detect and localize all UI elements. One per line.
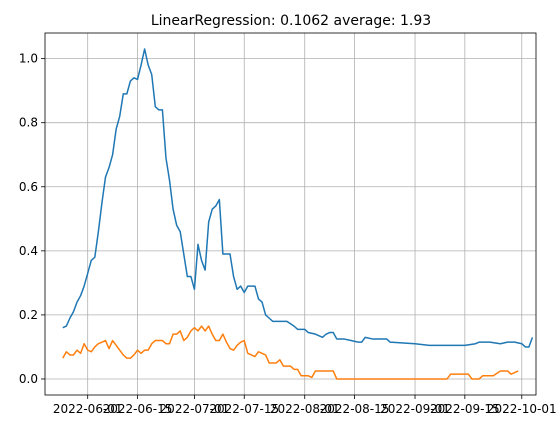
tick-layer: 2022-06-012022-06-152022-07-012022-07-15… [19, 52, 557, 416]
x-tick-label: 2022-06-01 [53, 402, 123, 416]
y-tick-label: 0.4 [19, 244, 38, 258]
chart-title: LinearRegression: 0.1062 average: 1.93 [151, 13, 431, 29]
y-tick-label: 0.6 [19, 180, 38, 194]
y-tick-label: 1.0 [19, 52, 38, 66]
y-tick-label: 0.8 [19, 116, 38, 130]
x-tick-label: 2022-08-01 [270, 402, 340, 416]
plot-area-frame [44, 32, 537, 396]
y-tick-label: 0.0 [19, 372, 38, 386]
x-tick-label: 2022-06-15 [103, 402, 173, 416]
grid-layer [45, 33, 536, 395]
series-line-2 [62, 325, 519, 380]
x-tick-label: 2022-10-01 [487, 402, 557, 416]
x-tick-label: 2022-07-01 [160, 402, 230, 416]
series-layer [62, 48, 534, 380]
series-line-1 [62, 48, 534, 348]
x-tick-label: 2022-08-15 [320, 402, 390, 416]
y-tick-label: 0.2 [19, 308, 38, 322]
x-tick-label: 2022-07-15 [209, 402, 279, 416]
x-tick-label: 2022-09-01 [380, 402, 450, 416]
x-tick-label: 2022-09-15 [430, 402, 500, 416]
